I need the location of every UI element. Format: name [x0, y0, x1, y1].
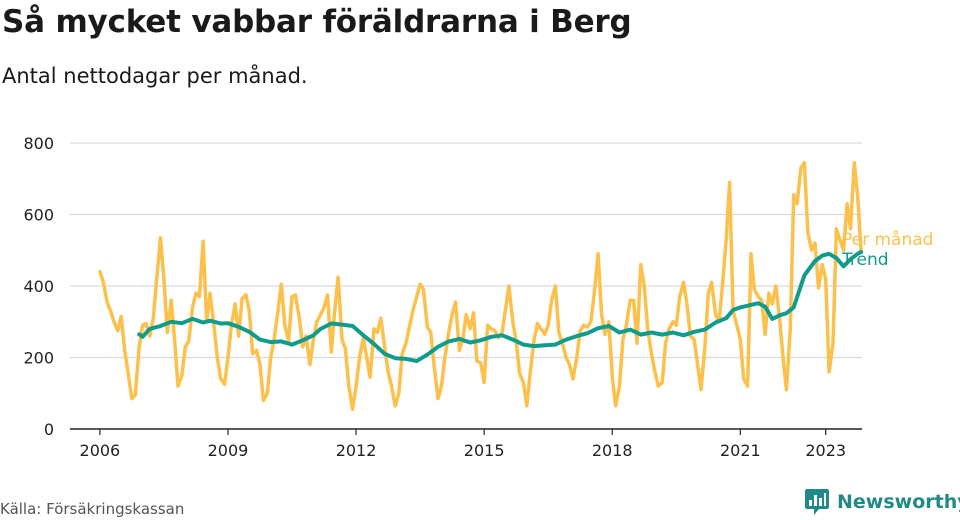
- series-lines: [98, 160, 864, 412]
- x-tick-labels: 2006 2009 2012 2015 2018 2021 2023: [80, 429, 846, 460]
- newsworthy-logo[interactable]: Newsworthy: [804, 488, 960, 516]
- brand-name: Newsworthy: [837, 491, 960, 513]
- y-tick-label: 200: [23, 349, 54, 368]
- y-tick-label: 400: [23, 277, 54, 296]
- bar-chart-icon: [805, 489, 829, 515]
- x-tick-label: 2015: [464, 441, 505, 460]
- grid-lines: [70, 142, 862, 430]
- x-tick-label: 2018: [592, 441, 633, 460]
- x-tick-label: 2021: [720, 441, 761, 460]
- source-note: Källa: Försäkringskassan: [0, 500, 185, 518]
- y-tick-labels: 0 200 400 600 800: [23, 134, 54, 439]
- x-tick-label: 2023: [805, 441, 846, 460]
- legend-label-per-manad: Per månad: [842, 229, 933, 250]
- series-line-per-manad: [98, 160, 863, 412]
- x-tick-label: 2012: [336, 441, 377, 460]
- legend-label-trend: Trend: [841, 250, 889, 270]
- y-tick-label: 0: [44, 420, 54, 439]
- y-tick-label: 800: [23, 134, 54, 153]
- y-tick-label: 600: [23, 206, 54, 225]
- page-subtitle: Antal nettodagar per månad.: [2, 64, 308, 88]
- x-tick-label: 2009: [208, 441, 249, 460]
- x-tick-label: 2006: [80, 441, 121, 460]
- series-line-trend: [137, 250, 864, 364]
- page-title: Så mycket vabbar föräldrarna i Berg: [2, 4, 632, 40]
